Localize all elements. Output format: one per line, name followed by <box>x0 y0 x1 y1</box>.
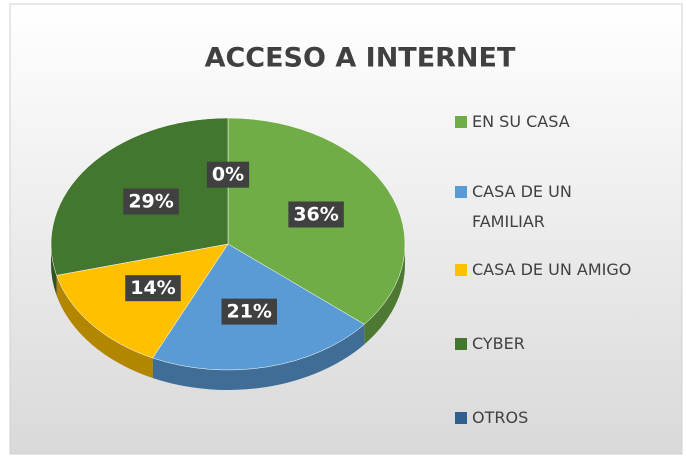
legend-label: CASA DE UN FAMILIAR <box>472 182 572 231</box>
slice-side <box>152 324 365 390</box>
data-label: 36% <box>288 201 344 228</box>
slice-side <box>56 275 153 379</box>
legend-label: CYBER <box>472 334 525 353</box>
legend-swatch <box>455 338 467 350</box>
legend-swatch <box>455 264 467 276</box>
data-label-box <box>125 275 181 302</box>
legend-item: OTROS <box>455 403 677 433</box>
legend-item: CASA DE UN AMIGO <box>455 255 677 285</box>
data-label-text: 14% <box>130 277 175 299</box>
chart-title: ACCESO A INTERNET <box>205 43 516 74</box>
legend-label: CASA DE UN AMIGO <box>472 260 632 279</box>
data-label-text: 0% <box>212 164 244 186</box>
legend-swatch <box>455 186 467 198</box>
data-label-box <box>221 298 277 325</box>
data-label: 14% <box>125 275 181 302</box>
legend-swatch <box>455 116 467 128</box>
legend-swatch <box>455 412 467 424</box>
data-label: 29% <box>123 188 179 215</box>
data-label: 21% <box>221 298 277 325</box>
legend-item: CYBER <box>455 329 677 359</box>
data-label-text: 21% <box>226 301 271 323</box>
data-label: 0% <box>206 161 250 188</box>
slice-side <box>51 244 57 296</box>
legend-label: OTROS <box>472 408 529 427</box>
legend-item: CASA DE UN FAMILIAR <box>455 177 677 237</box>
pie: 36% 21% 14% 29% 0% <box>50 117 406 390</box>
data-label-box <box>288 201 344 228</box>
data-label-box <box>206 161 250 188</box>
slice-side <box>364 244 405 345</box>
legend-label: EN SU CASA <box>472 112 570 131</box>
data-label-box <box>123 188 179 215</box>
data-label-text: 36% <box>293 203 338 225</box>
data-label-text: 29% <box>128 191 173 213</box>
legend-item: EN SU CASA <box>455 107 677 137</box>
